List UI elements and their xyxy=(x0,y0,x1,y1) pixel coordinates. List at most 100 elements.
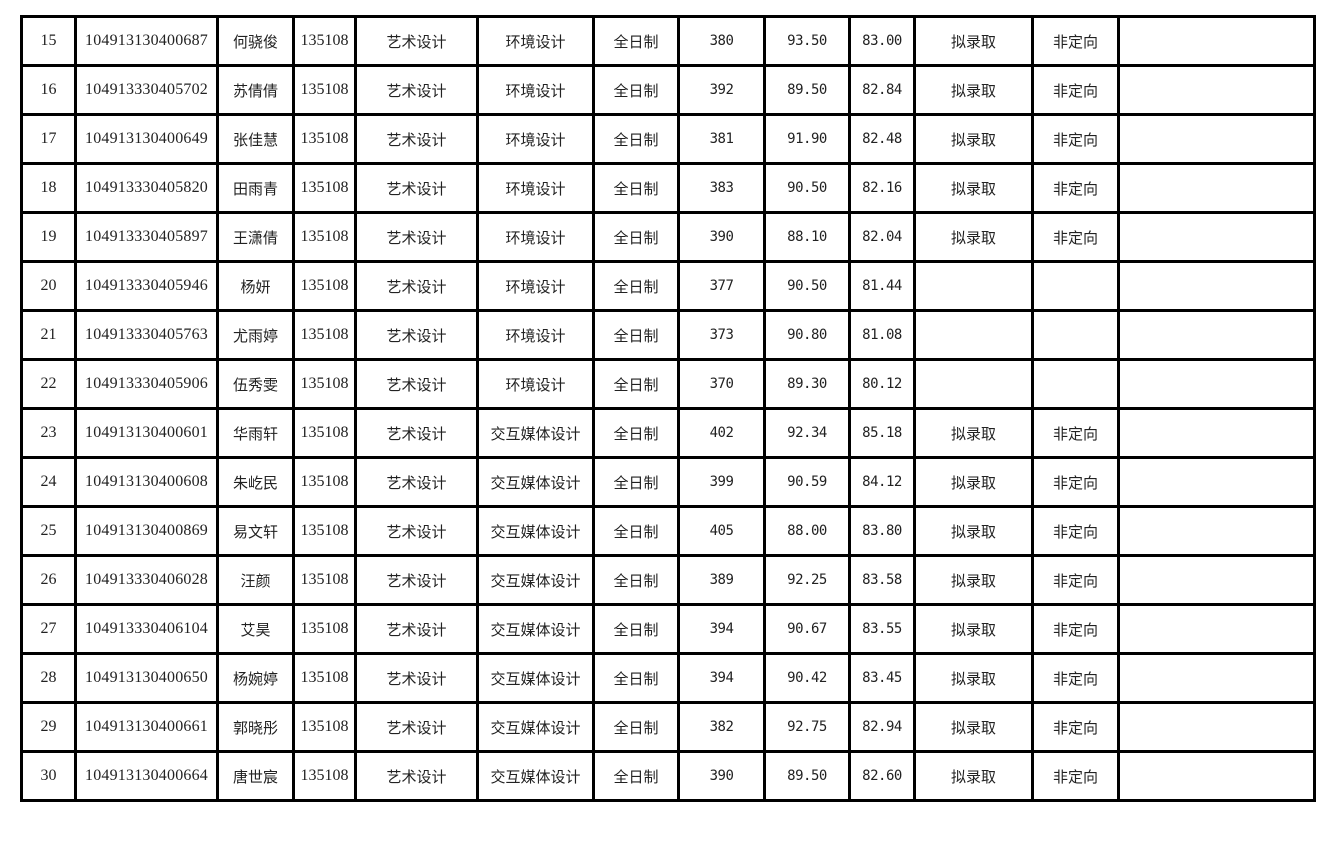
exam-id-cell: 104913130400608 xyxy=(74,456,219,508)
study-mode-cell: 全日制 xyxy=(592,750,680,802)
retest-score-cell: 91.90 xyxy=(763,113,851,165)
major-code-cell: 135108 xyxy=(292,113,357,165)
total-score-cell: 80.12 xyxy=(848,358,916,410)
study-mode-cell: 全日制 xyxy=(592,456,680,508)
research-direction-cell: 环境设计 xyxy=(476,15,595,67)
major-code-cell: 135108 xyxy=(292,554,357,606)
study-mode-cell: 全日制 xyxy=(592,309,680,361)
orientation-cell: 非定向 xyxy=(1031,505,1120,557)
research-direction-cell: 交互媒体设计 xyxy=(476,407,595,459)
orientation-cell: 非定向 xyxy=(1031,554,1120,606)
total-score-cell: 83.45 xyxy=(848,652,916,704)
initial-score-cell: 405 xyxy=(677,505,766,557)
total-score-cell: 83.58 xyxy=(848,554,916,606)
student-name-cell: 郭晓彤 xyxy=(216,701,295,753)
table-row: 17 104913130400649 张佳慧 135108 艺术设计 环境设计 全日制 381… xyxy=(20,113,1316,165)
orientation-cell: 非定向 xyxy=(1031,162,1120,214)
row-number-cell: 15 xyxy=(20,15,77,67)
study-mode-cell: 全日制 xyxy=(592,505,680,557)
orientation-cell: 非定向 xyxy=(1031,64,1120,116)
admission-status-cell: 拟录取 xyxy=(913,750,1034,802)
total-score-cell: 83.55 xyxy=(848,603,916,655)
remarks-cell xyxy=(1117,407,1316,459)
table-row: 21 104913330405763 尤雨婷 135108 艺术设计 环境设计 全日制 373… xyxy=(20,309,1316,361)
research-direction-cell: 交互媒体设计 xyxy=(476,554,595,606)
major-code-cell: 135108 xyxy=(292,407,357,459)
major-name-cell: 艺术设计 xyxy=(354,407,479,459)
orientation-cell: 非定向 xyxy=(1031,750,1120,802)
major-code-cell: 135108 xyxy=(292,750,357,802)
student-name-cell: 汪颜 xyxy=(216,554,295,606)
student-name-cell: 杨婉婷 xyxy=(216,652,295,704)
study-mode-cell: 全日制 xyxy=(592,211,680,263)
major-name-cell: 艺术设计 xyxy=(354,15,479,67)
table-row: 15 104913130400687 何骁俊 135108 艺术设计 环境设计 全日制 380… xyxy=(20,15,1316,67)
student-name-cell: 杨妍 xyxy=(216,260,295,312)
initial-score-cell: 389 xyxy=(677,554,766,606)
major-code-cell: 135108 xyxy=(292,456,357,508)
total-score-cell: 83.80 xyxy=(848,505,916,557)
initial-score-cell: 390 xyxy=(677,750,766,802)
row-number-cell: 20 xyxy=(20,260,77,312)
major-code-cell: 135108 xyxy=(292,358,357,410)
remarks-cell xyxy=(1117,211,1316,263)
major-name-cell: 艺术设计 xyxy=(354,603,479,655)
initial-score-cell: 373 xyxy=(677,309,766,361)
remarks-cell xyxy=(1117,701,1316,753)
major-code-cell: 135108 xyxy=(292,505,357,557)
student-name-cell: 张佳慧 xyxy=(216,113,295,165)
retest-score-cell: 92.25 xyxy=(763,554,851,606)
initial-score-cell: 380 xyxy=(677,15,766,67)
retest-score-cell: 90.42 xyxy=(763,652,851,704)
remarks-cell xyxy=(1117,64,1316,116)
remarks-cell xyxy=(1117,554,1316,606)
student-name-cell: 唐世宸 xyxy=(216,750,295,802)
total-score-cell: 82.04 xyxy=(848,211,916,263)
table-row: 20 104913330405946 杨妍 135108 艺术设计 环境设计 全日制 377 9… xyxy=(20,260,1316,312)
research-direction-cell: 交互媒体设计 xyxy=(476,603,595,655)
initial-score-cell: 390 xyxy=(677,211,766,263)
exam-id-cell: 104913330405897 xyxy=(74,211,219,263)
initial-score-cell: 381 xyxy=(677,113,766,165)
admission-status-cell: 拟录取 xyxy=(913,162,1034,214)
admission-status-cell xyxy=(913,358,1034,410)
exam-id-cell: 104913330406028 xyxy=(74,554,219,606)
retest-score-cell: 88.10 xyxy=(763,211,851,263)
major-code-cell: 135108 xyxy=(292,701,357,753)
exam-id-cell: 104913130400601 xyxy=(74,407,219,459)
retest-score-cell: 88.00 xyxy=(763,505,851,557)
initial-score-cell: 377 xyxy=(677,260,766,312)
initial-score-cell: 402 xyxy=(677,407,766,459)
exam-id-cell: 104913330405702 xyxy=(74,64,219,116)
admission-status-cell: 拟录取 xyxy=(913,407,1034,459)
table-row: 29 104913130400661 郭晓彤 135108 艺术设计 交互媒体设计 全日制 3… xyxy=(20,701,1316,753)
row-number-cell: 23 xyxy=(20,407,77,459)
major-name-cell: 艺术设计 xyxy=(354,358,479,410)
major-name-cell: 艺术设计 xyxy=(354,456,479,508)
initial-score-cell: 382 xyxy=(677,701,766,753)
retest-score-cell: 90.67 xyxy=(763,603,851,655)
total-score-cell: 81.44 xyxy=(848,260,916,312)
retest-score-cell: 90.59 xyxy=(763,456,851,508)
total-score-cell: 85.18 xyxy=(848,407,916,459)
exam-id-cell: 104913130400687 xyxy=(74,15,219,67)
table-row: 23 104913130400601 华雨轩 135108 艺术设计 交互媒体设计 全日制 4… xyxy=(20,407,1316,459)
research-direction-cell: 交互媒体设计 xyxy=(476,750,595,802)
retest-score-cell: 93.50 xyxy=(763,15,851,67)
row-number-cell: 28 xyxy=(20,652,77,704)
research-direction-cell: 环境设计 xyxy=(476,211,595,263)
admission-status-cell xyxy=(913,260,1034,312)
orientation-cell xyxy=(1031,309,1120,361)
research-direction-cell: 环境设计 xyxy=(476,358,595,410)
table-row: 22 104913330405906 伍秀雯 135108 艺术设计 环境设计 全日制 370… xyxy=(20,358,1316,410)
orientation-cell: 非定向 xyxy=(1031,603,1120,655)
orientation-cell: 非定向 xyxy=(1031,652,1120,704)
exam-id-cell: 104913330405906 xyxy=(74,358,219,410)
orientation-cell: 非定向 xyxy=(1031,15,1120,67)
total-score-cell: 82.84 xyxy=(848,64,916,116)
orientation-cell: 非定向 xyxy=(1031,456,1120,508)
total-score-cell: 84.12 xyxy=(848,456,916,508)
admission-status-cell: 拟录取 xyxy=(913,701,1034,753)
table-row: 19 104913330405897 王潇倩 135108 艺术设计 环境设计 全日制 390… xyxy=(20,211,1316,263)
study-mode-cell: 全日制 xyxy=(592,113,680,165)
